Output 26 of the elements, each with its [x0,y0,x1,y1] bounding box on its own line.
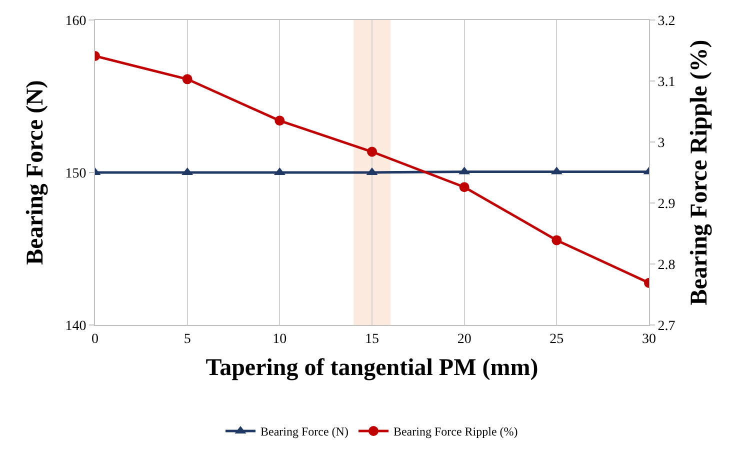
x-tick-label: 10 [272,332,287,347]
legend-label: Bearing Force Ripple (%) [393,424,518,439]
y2-tick-label: 2.7 [658,318,676,334]
y-tick-label: 160 [65,14,86,29]
x-tick-label: 15 [365,332,379,347]
y-tick-label: 150 [65,166,86,182]
x-tick-label: 25 [550,332,564,347]
x-axis-title: Tapering of tangential PM (mm) [206,355,538,382]
y2-tick-label: 2.8 [658,258,676,273]
y-tick-label: 140 [65,318,86,334]
y2-tick-label: 2.9 [658,196,676,212]
y2-tick-label: 3.2 [658,14,676,29]
x-tick-label: 5 [184,332,191,347]
y2-tick-label: 3.1 [658,74,676,90]
x-tick-label: 0 [92,332,98,347]
point [459,182,470,192]
y2-axis-title: Bearing Force Ripple (%) [686,40,713,306]
point [367,146,377,157]
y-axis-title: Bearing Force (N) [22,80,48,265]
legend-label: Bearing Force (N) [260,424,348,439]
y2-tick-label: 3 [658,136,665,151]
point [182,74,192,84]
x-tick-label: 30 [642,332,656,347]
x-tick-label: 20 [457,332,472,347]
point [552,235,562,246]
point [274,116,285,126]
